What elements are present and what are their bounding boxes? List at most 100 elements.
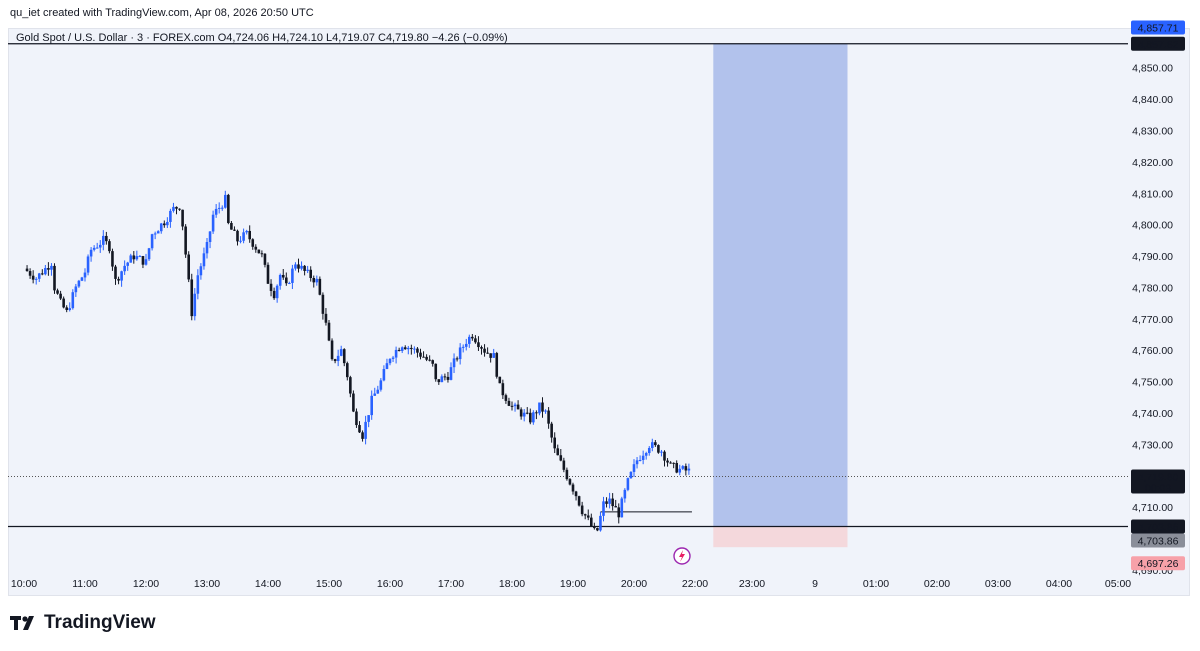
x-tick-label-13: 9: [812, 578, 818, 590]
candle-33: [126, 262, 129, 266]
candle-215: [681, 466, 685, 469]
x-tick-label-4: 14:00: [255, 578, 281, 590]
candle-101: [333, 359, 337, 362]
candle-197: [626, 478, 630, 490]
stop-zone: [713, 526, 848, 548]
candle-156: [501, 383, 505, 396]
candle-183: [583, 514, 587, 516]
candle-179: [571, 484, 575, 492]
candle-108: [355, 411, 358, 426]
high-marker-label-bg: [1131, 20, 1185, 35]
x-tick-label-5: 15:00: [316, 578, 342, 590]
candle-54: [190, 279, 194, 317]
y-tick-label-15: 4,840.00: [1132, 94, 1173, 106]
candle-7: [47, 268, 50, 270]
candle-217: [687, 468, 691, 471]
candle-95: [315, 278, 319, 283]
candle-19: [83, 272, 87, 278]
candle-154: [495, 353, 499, 377]
candle-187: [596, 528, 599, 531]
y-tick-label-2: 4,710.00: [1132, 502, 1173, 514]
candle-205: [651, 442, 654, 448]
candle-203: [644, 453, 648, 456]
candle-59: [205, 242, 209, 254]
candle-39: [144, 259, 148, 265]
x-tick-label-0: 10:00: [11, 578, 37, 590]
candle-79: [266, 264, 270, 284]
candle-199: [632, 464, 636, 472]
candle-27: [108, 241, 111, 252]
x-tick-label-2: 12:00: [133, 578, 159, 590]
candle-206: [654, 442, 657, 446]
candle-193: [614, 506, 617, 508]
candle-157: [504, 395, 508, 401]
candle-84: [281, 274, 285, 278]
y-tick-label-10: 4,790.00: [1132, 251, 1173, 263]
candle-149: [480, 347, 483, 349]
candle-28: [111, 251, 114, 267]
candle-80: [269, 283, 273, 291]
candle-116: [379, 380, 383, 390]
candle-145: [468, 336, 471, 344]
candle-1: [28, 271, 32, 276]
candle-114: [373, 393, 377, 396]
candle-23: [95, 247, 99, 249]
candle-43: [156, 231, 160, 234]
symbol-title: Gold Spot / U.S. Dollar · 3 · FOREX.com: [16, 32, 215, 44]
candle-142: [458, 347, 462, 360]
candle-138: [446, 376, 450, 380]
candle-20: [86, 256, 90, 273]
candle-207: [657, 445, 660, 453]
x-tick-label-7: 17:00: [438, 578, 464, 590]
chart-frame[interactable]: [8, 28, 1190, 596]
candle-64: [220, 207, 224, 209]
candle-177: [565, 469, 569, 480]
candle-102: [336, 355, 340, 362]
candle-75: [254, 246, 258, 250]
candle-213: [675, 462, 678, 473]
candle-69: [236, 230, 239, 242]
candle-130: [422, 356, 425, 358]
candle-211: [669, 462, 672, 464]
candle-214: [678, 468, 682, 473]
high-marker-label: 4,857.71: [1138, 22, 1179, 34]
candle-135: [437, 379, 441, 383]
candle-151: [486, 352, 489, 354]
countdown-label: 00:03: [1145, 482, 1171, 494]
candle-200: [635, 460, 639, 465]
candle-158: [507, 400, 511, 406]
candle-147: [474, 338, 477, 343]
entry-alt-price-label-bg: [1131, 533, 1185, 548]
candle-86: [288, 282, 291, 284]
candle-13: [65, 307, 68, 310]
candle-180: [574, 491, 578, 497]
candle-98: [324, 313, 328, 323]
candle-14: [68, 308, 72, 310]
candle-74: [251, 239, 255, 247]
candle-29: [114, 266, 117, 279]
candle-94: [312, 278, 316, 283]
candle-3: [34, 278, 38, 280]
candle-100: [330, 340, 334, 360]
candle-137: [443, 376, 447, 378]
candle-133: [431, 360, 434, 364]
candle-178: [568, 479, 572, 485]
candle-209: [663, 451, 666, 461]
candle-150: [483, 348, 486, 353]
candle-174: [556, 448, 560, 456]
candle-202: [641, 455, 645, 461]
candle-62: [214, 208, 218, 215]
candle-117: [382, 369, 386, 381]
candle-25: [102, 235, 105, 245]
candle-83: [278, 274, 282, 286]
candle-78: [263, 253, 267, 265]
candle-126: [410, 347, 413, 350]
y-tick-label-12: 4,810.00: [1132, 188, 1173, 200]
created-by-caption: qu_iet created with TradingView.com, Apr…: [10, 7, 314, 19]
entry-price-label-bg: [1131, 519, 1185, 534]
candle-208: [660, 451, 663, 453]
candle-57: [199, 266, 203, 276]
candle-120: [391, 357, 395, 359]
candle-35: [132, 255, 136, 260]
